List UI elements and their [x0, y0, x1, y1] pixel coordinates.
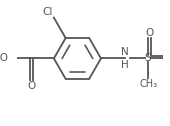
Text: S: S [145, 53, 151, 64]
Text: Cl: Cl [43, 7, 53, 17]
Text: O: O [145, 27, 154, 38]
Text: H: H [121, 60, 128, 70]
Text: O: O [169, 52, 170, 62]
Text: N: N [121, 47, 128, 57]
Text: O: O [28, 81, 36, 91]
Text: CH₃: CH₃ [139, 79, 157, 89]
Text: HO: HO [0, 53, 8, 64]
